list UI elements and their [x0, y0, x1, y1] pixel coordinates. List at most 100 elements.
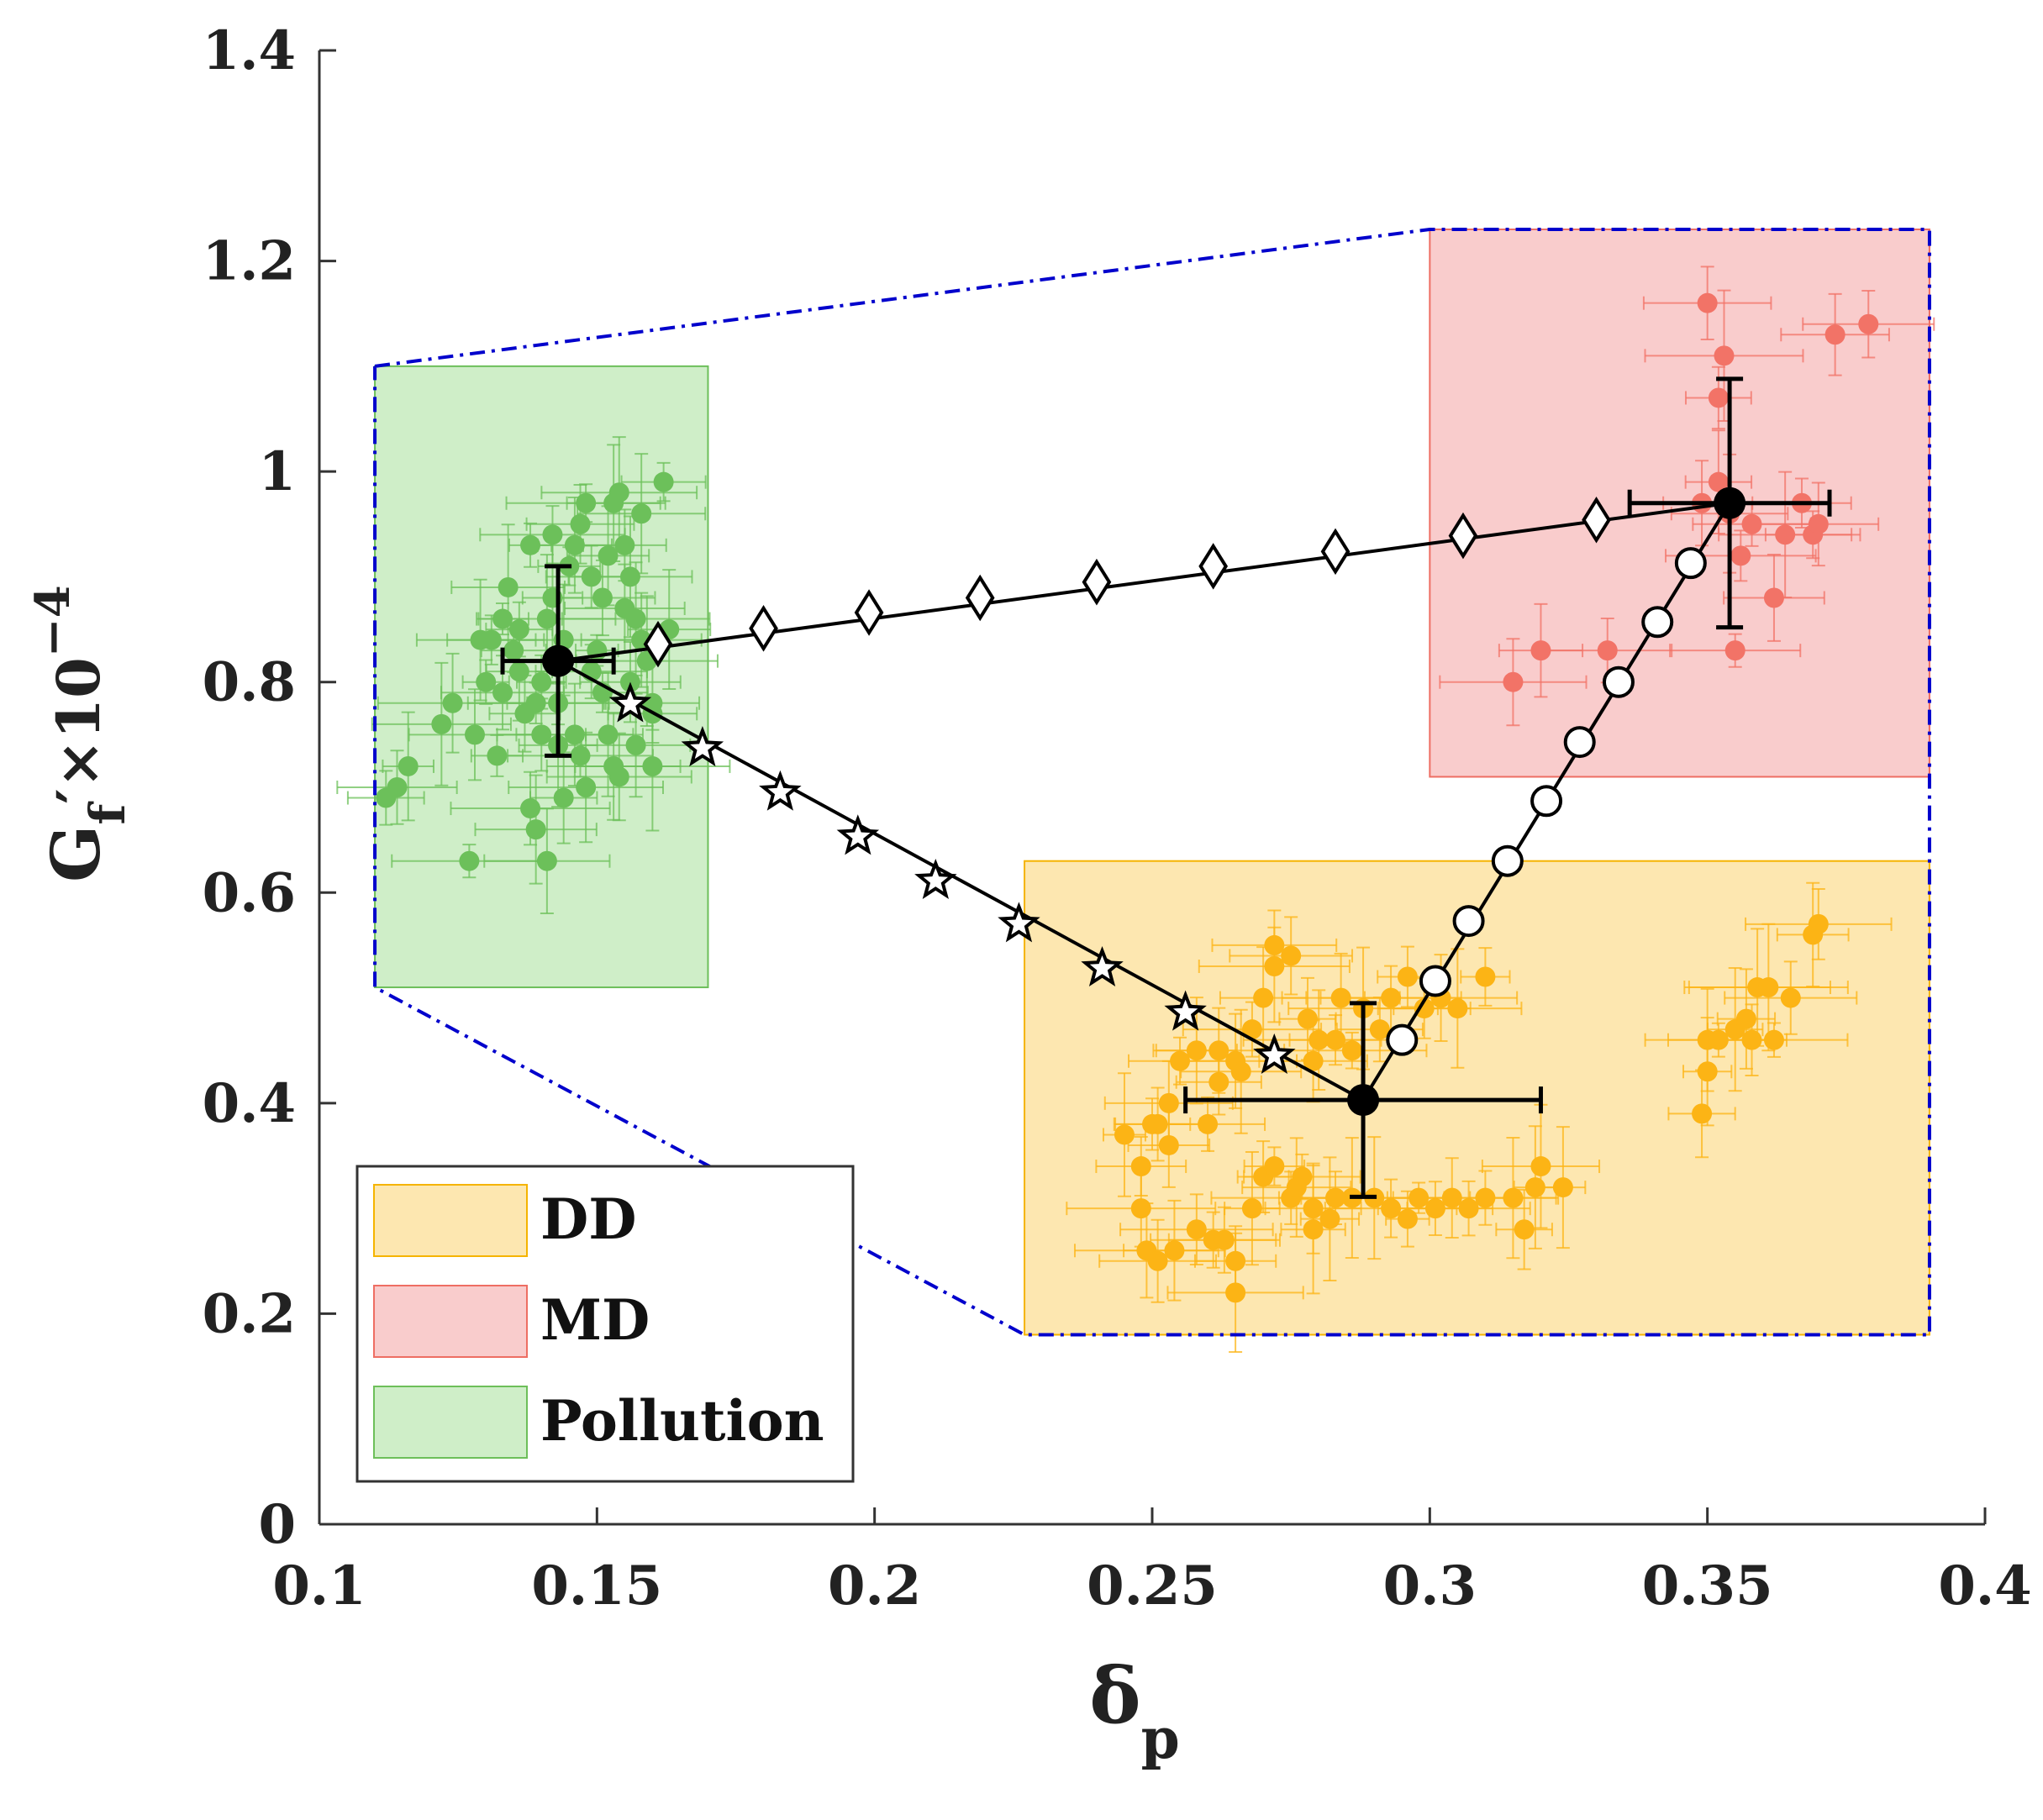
- point-pollution: [653, 471, 674, 492]
- point-dd: [1198, 1113, 1219, 1134]
- point-pollution: [576, 492, 597, 513]
- x-axis-title: δp: [1089, 1650, 1180, 1771]
- envelope-outline: [373, 227, 1931, 1337]
- point-pollution: [592, 587, 613, 608]
- marker-star: [681, 726, 724, 767]
- point-dd: [1475, 1187, 1496, 1208]
- x-tick-label: 0.2: [828, 1554, 921, 1617]
- point-dd: [1369, 1019, 1390, 1040]
- legend-swatch-md: [373, 1285, 528, 1358]
- point-md: [1708, 387, 1729, 408]
- point-md: [1730, 545, 1751, 566]
- x-tick-label: 0.15: [531, 1554, 662, 1617]
- point-dd: [1319, 1208, 1340, 1229]
- point-md: [1597, 640, 1618, 661]
- x-tick-label: 0.4: [1938, 1554, 2031, 1617]
- point-pollution: [642, 755, 663, 776]
- marker-circle: [1674, 547, 1707, 580]
- point-dd: [1409, 1187, 1430, 1208]
- point-dd: [1114, 1124, 1135, 1145]
- point-pollution: [531, 671, 552, 692]
- point-dd: [1264, 955, 1285, 976]
- point-dd: [1325, 1187, 1346, 1208]
- marker-circle: [1491, 844, 1524, 877]
- marker-diamond: [1198, 543, 1229, 590]
- point-pollution: [570, 513, 591, 534]
- marker-diamond: [643, 620, 673, 668]
- marker-diamond: [1082, 558, 1112, 606]
- y-tick-label: 0.6: [203, 861, 296, 924]
- point-dd: [1397, 1208, 1418, 1229]
- point-dd: [1264, 1156, 1285, 1177]
- point-dd: [1225, 1282, 1246, 1303]
- point-dd: [1286, 1177, 1307, 1198]
- point-pollution: [542, 524, 563, 545]
- point-dd: [1186, 1219, 1207, 1240]
- marker-diamond: [1320, 528, 1351, 576]
- point-dd: [1164, 1240, 1185, 1261]
- point-dd: [1741, 1029, 1762, 1050]
- y-axis-title-exp: −4: [25, 585, 81, 657]
- point-pollution: [576, 777, 597, 797]
- point-pollution: [619, 566, 640, 587]
- point-dd: [1186, 1040, 1207, 1061]
- marker-circle: [1563, 726, 1596, 759]
- centroid-md: [1714, 487, 1746, 519]
- point-pollution: [608, 482, 629, 503]
- point-pollution: [459, 850, 480, 871]
- legend-label-pollution: Pollution: [540, 1388, 824, 1454]
- axes: 0.1 0.15 0.2 0.25 0.3 0.35 0.4 0 0.2 0.4 0.6 0.8 1 1.…: [203, 19, 2032, 1617]
- point-pollution: [570, 745, 591, 766]
- mixing-lines: [557, 497, 1731, 1102]
- marker-circle: [1386, 1023, 1419, 1056]
- point-md: [1808, 513, 1829, 534]
- y-axis-title-rest: ′×10: [44, 657, 113, 804]
- point-dd: [1325, 1029, 1346, 1050]
- point-dd: [1241, 1198, 1262, 1219]
- point-dd: [1158, 1092, 1179, 1113]
- marker-star: [608, 681, 652, 723]
- point-pollution: [531, 724, 552, 745]
- point-dd: [1147, 1250, 1168, 1271]
- point-dd: [1530, 1156, 1551, 1177]
- point-dd: [1241, 1019, 1262, 1040]
- point-pollution: [525, 819, 546, 840]
- point-pollution: [564, 724, 585, 745]
- point-dd: [1397, 966, 1418, 987]
- point-pollution: [431, 713, 452, 734]
- point-md: [1503, 671, 1524, 692]
- y-axis-title-main: G: [36, 825, 115, 882]
- point-pollution: [553, 787, 574, 808]
- point-md: [1724, 640, 1746, 661]
- point-pollution: [564, 534, 585, 555]
- point-pollution: [520, 798, 541, 819]
- y-tick-label: 0.2: [203, 1282, 296, 1345]
- point-dd: [1780, 987, 1801, 1008]
- x-tick-label: 0.35: [1642, 1554, 1773, 1617]
- centroid-markers: [500, 376, 1832, 1199]
- y-tick-label: 1: [258, 440, 296, 503]
- point-md: [1708, 471, 1729, 492]
- point-dd: [1441, 1187, 1462, 1208]
- point-dd: [1424, 1198, 1445, 1219]
- marker-star: [1164, 990, 1207, 1031]
- point-dd: [1230, 1061, 1251, 1082]
- point-md: [1858, 313, 1879, 334]
- point-dd: [1708, 1029, 1729, 1050]
- point-md: [1775, 524, 1796, 545]
- point-pollution: [487, 745, 508, 766]
- marker-star: [836, 814, 880, 855]
- scatter-points: [376, 292, 1879, 1303]
- marker-star: [998, 902, 1040, 943]
- point-dd: [1130, 1198, 1151, 1219]
- point-dd: [1130, 1156, 1151, 1177]
- marker-circle: [1641, 606, 1674, 639]
- envelope-line: [373, 227, 1931, 1337]
- marker-circle: [1602, 665, 1635, 698]
- x-tick-label: 0.1: [272, 1554, 366, 1617]
- marker-circle: [1452, 905, 1485, 938]
- point-pollution: [503, 640, 524, 661]
- point-dd: [1158, 1134, 1179, 1155]
- mixing-line-pollution-dd: [557, 659, 1365, 1102]
